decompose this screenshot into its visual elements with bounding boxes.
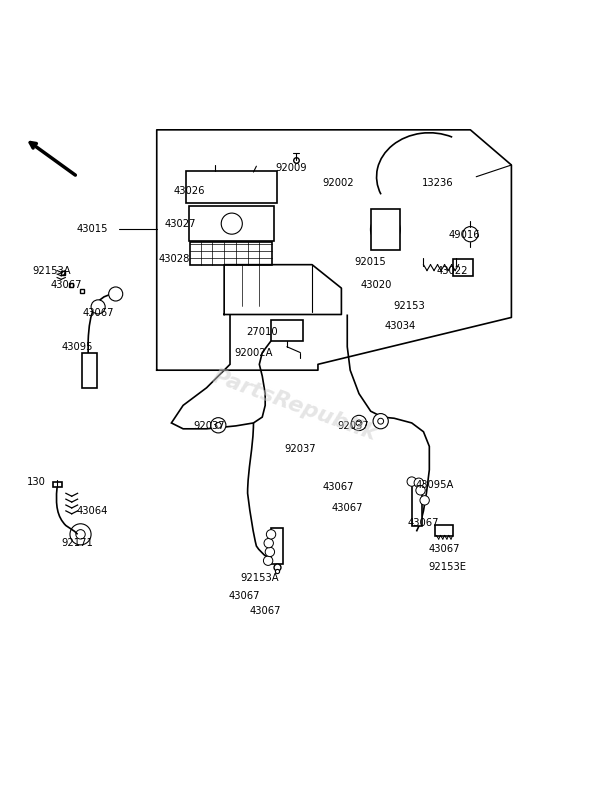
Text: 43064: 43064	[77, 506, 108, 516]
Text: 43095A: 43095A	[416, 479, 454, 490]
FancyBboxPatch shape	[53, 482, 62, 487]
Text: 43067: 43067	[82, 308, 114, 318]
Text: 92171: 92171	[62, 538, 94, 548]
Circle shape	[266, 530, 276, 539]
Text: 13236: 13236	[422, 177, 454, 188]
Text: PartsRepublik: PartsRepublik	[210, 366, 379, 444]
Text: 130: 130	[27, 476, 46, 487]
Circle shape	[221, 213, 242, 234]
Text: 49016: 49016	[449, 230, 480, 240]
Text: 92002A: 92002A	[234, 348, 273, 358]
Text: 43067: 43067	[332, 503, 363, 513]
Circle shape	[407, 477, 416, 487]
Text: 92153E: 92153E	[428, 562, 466, 571]
Text: 43034: 43034	[385, 321, 416, 332]
Circle shape	[352, 415, 366, 431]
FancyBboxPatch shape	[189, 206, 274, 241]
Circle shape	[414, 478, 423, 487]
Text: 92002: 92002	[323, 177, 354, 188]
Text: 92037: 92037	[194, 421, 226, 431]
Text: 43067: 43067	[50, 280, 82, 290]
Circle shape	[264, 539, 273, 548]
Circle shape	[356, 420, 362, 426]
FancyBboxPatch shape	[370, 209, 400, 250]
FancyBboxPatch shape	[82, 352, 97, 388]
Text: 92153: 92153	[393, 300, 425, 311]
FancyBboxPatch shape	[271, 528, 283, 563]
Circle shape	[463, 227, 478, 242]
Circle shape	[420, 495, 429, 505]
Circle shape	[373, 414, 388, 429]
Circle shape	[216, 423, 221, 428]
Text: 43027: 43027	[164, 219, 196, 229]
Circle shape	[378, 418, 383, 424]
FancyBboxPatch shape	[186, 171, 277, 203]
Circle shape	[76, 530, 85, 539]
Text: 43022: 43022	[437, 265, 468, 276]
Circle shape	[91, 300, 105, 314]
Text: 43015: 43015	[77, 225, 108, 234]
Circle shape	[379, 224, 391, 236]
Text: 92037: 92037	[284, 444, 316, 455]
Circle shape	[211, 418, 226, 433]
FancyBboxPatch shape	[271, 320, 303, 341]
Text: 92015: 92015	[355, 256, 386, 267]
Circle shape	[416, 486, 425, 495]
Text: 92153A: 92153A	[32, 265, 71, 276]
Circle shape	[370, 215, 400, 244]
Circle shape	[263, 556, 273, 566]
Text: 92153A: 92153A	[240, 574, 279, 583]
FancyBboxPatch shape	[453, 259, 474, 276]
Text: 43067: 43067	[249, 606, 281, 615]
Text: 43095: 43095	[62, 342, 93, 352]
Text: 43067: 43067	[229, 591, 260, 601]
Text: 43020: 43020	[361, 280, 392, 290]
Circle shape	[108, 287, 123, 301]
FancyBboxPatch shape	[412, 484, 422, 526]
Text: 27010: 27010	[246, 327, 278, 337]
Text: 43067: 43067	[323, 483, 354, 492]
FancyBboxPatch shape	[190, 242, 272, 264]
Text: 43028: 43028	[158, 254, 190, 264]
Text: 92037: 92037	[337, 421, 369, 431]
Text: 43067: 43067	[408, 518, 439, 527]
Text: 92009: 92009	[276, 163, 307, 173]
FancyBboxPatch shape	[435, 525, 453, 535]
Circle shape	[265, 547, 274, 557]
Circle shape	[70, 524, 91, 545]
Text: 43067: 43067	[428, 544, 460, 554]
Text: 43026: 43026	[173, 186, 205, 197]
